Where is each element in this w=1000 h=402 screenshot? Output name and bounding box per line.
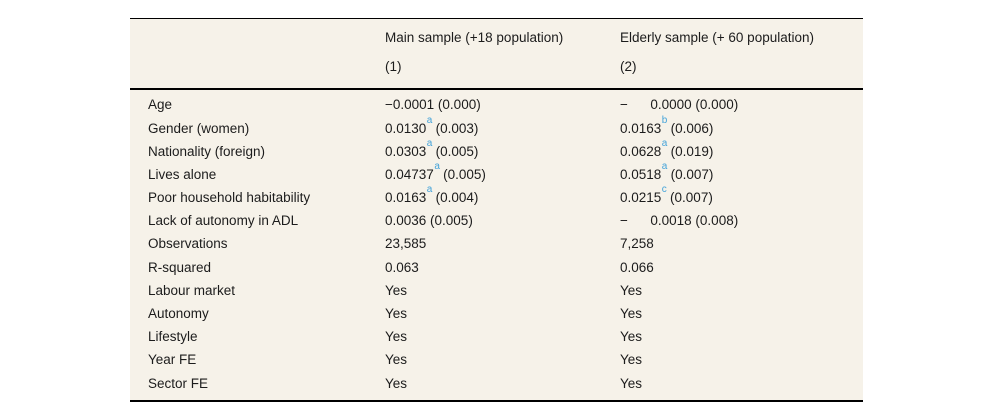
cell-value: − 0.0000 (0.000) bbox=[620, 97, 739, 113]
cell-value: Yes bbox=[620, 306, 643, 322]
row-label: Gender (women) bbox=[148, 120, 250, 136]
row-label: Autonomy bbox=[148, 306, 209, 322]
table-body: Age −0.0001 (0.000) − 0.0000 (0.000) Gender… bbox=[130, 90, 863, 400]
cell-value: Yes bbox=[385, 352, 408, 368]
cell-value: 0.0163a (0.004) bbox=[385, 184, 479, 206]
table-header: Main sample (+18 population) Elderly sam… bbox=[130, 19, 863, 90]
cell-value: Yes bbox=[385, 306, 408, 322]
table-row: Autonomy Yes Yes bbox=[130, 302, 863, 325]
table-row: Poor household habitability 0.0163a (0.00… bbox=[130, 184, 863, 209]
column-number-1: (1) bbox=[385, 59, 402, 75]
row-label: R-squared bbox=[148, 259, 212, 275]
significance-superscript: a bbox=[426, 114, 433, 126]
table-row: R-squared 0.063 0.066 bbox=[130, 256, 863, 279]
cell-value: 23,585 bbox=[385, 236, 427, 252]
row-label: Observations bbox=[148, 236, 228, 252]
header-title-row: Main sample (+18 population) Elderly sam… bbox=[130, 24, 863, 53]
cell-value: Yes bbox=[620, 282, 643, 298]
row-label: Labour market bbox=[148, 282, 236, 298]
table-row: Year FE Yes Yes bbox=[130, 349, 863, 372]
row-label: Lack of autonomy in ADL bbox=[148, 213, 299, 229]
cell-value: Yes bbox=[620, 329, 643, 345]
table-row: Lives alone 0.04737a (0.005) 0.0518a (0.00… bbox=[130, 160, 863, 186]
table-row: Lifestyle Yes Yes bbox=[130, 325, 863, 348]
cell-value: 0.0163b (0.006) bbox=[620, 114, 714, 136]
column-header-elderly-sample: Elderly sample (+ 60 population) bbox=[620, 30, 814, 46]
table-row: Sector FE Yes Yes bbox=[130, 372, 863, 395]
row-label: Year FE bbox=[148, 352, 197, 368]
table-row: Age −0.0001 (0.000) − 0.0000 (0.000) bbox=[130, 94, 863, 117]
significance-superscript: a bbox=[426, 137, 433, 149]
table-row: Labour market Yes Yes bbox=[130, 279, 863, 302]
row-label: Lives alone bbox=[148, 166, 217, 182]
cell-value: 0.0628a (0.019) bbox=[620, 137, 714, 159]
cell-value: 0.0036 (0.005) bbox=[385, 213, 473, 229]
cell-value: 0.063 bbox=[385, 259, 419, 275]
row-label: Lifestyle bbox=[148, 329, 198, 345]
row-label: Nationality (foreign) bbox=[148, 143, 266, 159]
cell-value: 0.0518a (0.007) bbox=[620, 160, 714, 182]
cell-value: 0.066 bbox=[620, 259, 654, 275]
cell-value: Yes bbox=[620, 352, 643, 368]
column-header-main-sample: Main sample (+18 population) bbox=[385, 30, 564, 46]
row-label: Age bbox=[148, 97, 173, 113]
cell-value: − 0.0018 (0.008) bbox=[620, 213, 739, 229]
column-number-2: (2) bbox=[620, 59, 637, 75]
significance-superscript: a bbox=[426, 184, 433, 196]
significance-superscript: a bbox=[434, 160, 440, 172]
cell-value: Yes bbox=[620, 375, 643, 391]
significance-superscript: a bbox=[661, 160, 668, 172]
table-row: Nationality (foreign) 0.0303a (0.005) 0.06… bbox=[130, 137, 863, 163]
cell-value: Yes bbox=[385, 375, 408, 391]
cell-value: Yes bbox=[385, 329, 408, 345]
table-row: Lack of autonomy in ADL 0.0036 (0.005) − 0… bbox=[130, 209, 863, 232]
header-number-row: (1) (2) bbox=[130, 53, 863, 82]
cell-value: 7,258 bbox=[620, 236, 654, 252]
significance-superscript: c bbox=[661, 184, 667, 196]
cell-value: 0.0215c (0.007) bbox=[620, 184, 713, 206]
significance-superscript: a bbox=[661, 137, 668, 149]
significance-superscript: b bbox=[661, 114, 668, 126]
row-label: Sector FE bbox=[148, 375, 209, 391]
regression-table: Main sample (+18 population) Elderly sam… bbox=[130, 17, 863, 402]
cell-value: Yes bbox=[385, 282, 408, 298]
cell-value: −0.0001 (0.000) bbox=[385, 97, 481, 113]
cell-value: 0.0303a (0.005) bbox=[385, 137, 479, 159]
row-label: Poor household habitability bbox=[148, 190, 311, 206]
cell-value: 0.04737a (0.005) bbox=[385, 160, 486, 182]
table-row: Observations 23,585 7,258 bbox=[130, 233, 863, 256]
table-row: Gender (women) 0.0130a (0.003) 0.0163b (0.… bbox=[130, 114, 863, 140]
cell-value: 0.0130a (0.003) bbox=[385, 114, 479, 136]
